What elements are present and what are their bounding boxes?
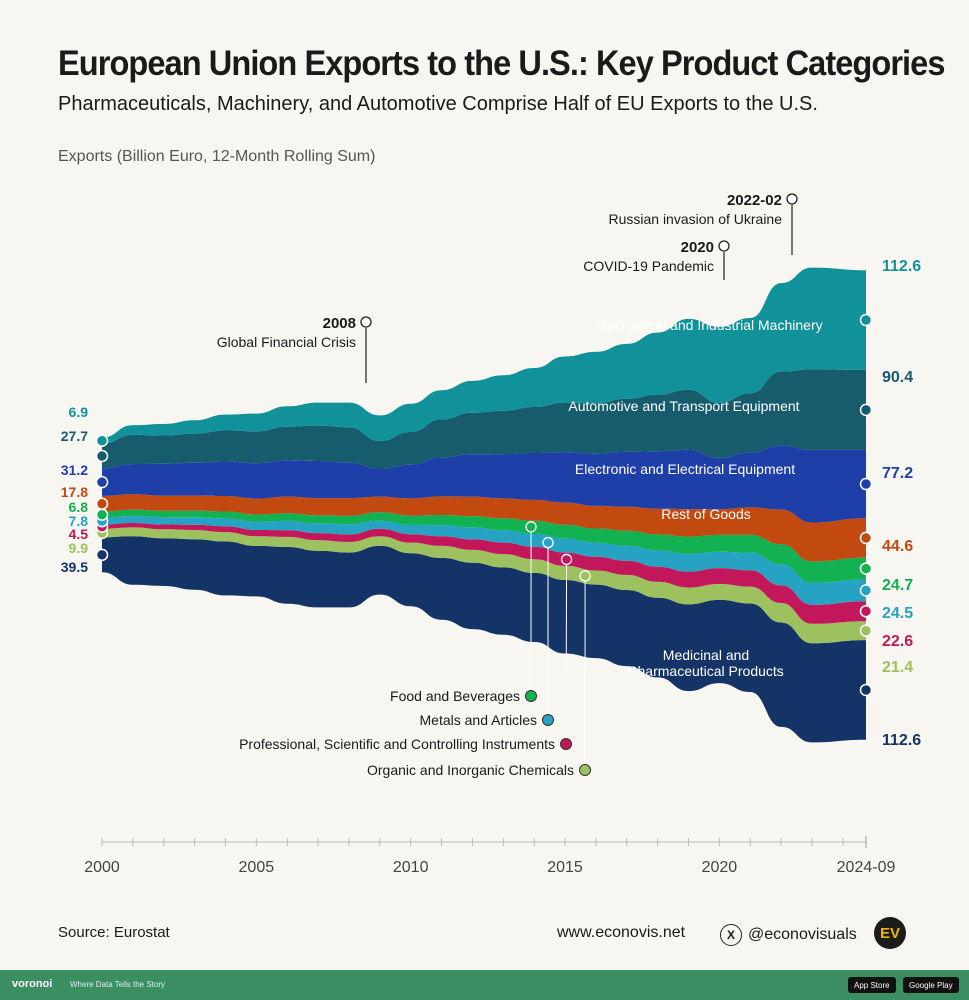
x-tick-label: 2010 xyxy=(393,859,429,876)
stream-electronic-and-electrical-equipment xyxy=(102,494,866,562)
end-value-label: 22.6 xyxy=(882,633,913,650)
end-value-label: 112.6 xyxy=(882,258,921,275)
callout-label: Food and Beverages xyxy=(390,688,520,704)
x-tick-label: 2000 xyxy=(84,859,120,876)
social-handle[interactable]: X @econovisuals xyxy=(720,924,857,946)
event-text: COVID-19 Pandemic xyxy=(583,258,714,274)
start-dot-electronic-and-electrical-equipment xyxy=(95,497,109,511)
end-value-label: 21.4 xyxy=(882,659,913,676)
event-marker xyxy=(786,193,798,205)
end-value-label: 112.6 xyxy=(882,732,921,749)
end-value-label: 24.5 xyxy=(882,605,913,622)
page-subtitle: Pharmaceuticals, Machinery, and Automoti… xyxy=(58,93,818,115)
x-tick-label: 2020 xyxy=(702,859,738,876)
stream-label: Pharmaceutical Products xyxy=(628,663,784,679)
start-value-label: 17.8 xyxy=(61,484,88,500)
x-tick-label: 2005 xyxy=(239,859,275,876)
event-year: 2022-02 xyxy=(727,192,782,209)
end-dot-professional-scientific-and-controlling-instruments xyxy=(859,604,873,618)
start-value-label: 9.9 xyxy=(69,540,89,556)
start-dot-food-and-beverages xyxy=(95,508,109,521)
event-marker xyxy=(718,240,730,252)
end-dot-automotive-and-transport-equipment xyxy=(859,477,873,491)
start-dot-automotive-and-transport-equipment xyxy=(95,475,109,489)
start-value-label: 4.5 xyxy=(69,526,89,542)
start-value-label: 6.9 xyxy=(69,404,89,420)
website-link[interactable]: www.econovis.net xyxy=(557,924,686,941)
callout-label: Metals and Articles xyxy=(420,712,538,728)
stream-label: Rest of Goods xyxy=(661,506,751,522)
voronoi-tagline: Where Data Tells the Story xyxy=(70,980,166,989)
callout-label: Organic and Inorganic Chemicals xyxy=(367,762,574,778)
start-dot-medicinal-and-pharmaceutical-products xyxy=(95,434,109,447)
event-year: 2020 xyxy=(681,239,714,256)
start-value-label: 39.5 xyxy=(61,559,88,575)
streamgraph-chart: 2000 2005 2010 2015 2020 2024-09 39.5 112.6 9.9 2… xyxy=(61,192,922,876)
stream-mechanical-and-industrial-machinery xyxy=(102,369,866,469)
stream-label: Medicinal and xyxy=(663,647,749,663)
stream-rest-of-goods xyxy=(102,536,866,743)
end-value-label: 44.6 xyxy=(882,538,913,555)
stream-metals-and-articles xyxy=(102,515,866,605)
stream-medicinal-and-pharmaceutical-products xyxy=(102,267,866,444)
start-value-label: 27.7 xyxy=(61,428,88,444)
stream-automotive-and-transport-equipment xyxy=(102,445,866,523)
source-note: Source: Eurostat xyxy=(58,924,170,941)
voronoi-footer-bar: voronoi Where Data Tells the Story App S… xyxy=(0,970,969,1000)
x-tick-label: 2015 xyxy=(547,859,583,876)
callout-dot xyxy=(542,714,554,726)
event-text: Russian invasion of Ukraine xyxy=(608,211,782,227)
callout-dot xyxy=(525,690,537,702)
end-dot-rest-of-goods xyxy=(859,683,873,697)
econovis-logo: EV xyxy=(874,917,906,949)
page-title: European Union Exports to the U.S.: Key … xyxy=(58,44,945,83)
end-dot-metals-and-articles xyxy=(859,584,873,597)
stream-label: Electronic and Electrical Equipment xyxy=(575,461,795,477)
voronoi-brand[interactable]: voronoi xyxy=(12,978,53,990)
start-dot-rest-of-goods xyxy=(95,548,109,562)
end-dot-mechanical-and-industrial-machinery xyxy=(859,403,873,417)
stream-professional-scientific-and-controlling-instruments xyxy=(102,523,866,624)
end-dot-food-and-beverages xyxy=(859,562,873,575)
x-logo-icon: X xyxy=(720,924,742,946)
end-value-label: 90.4 xyxy=(882,369,913,386)
start-value-label: 6.8 xyxy=(69,499,89,515)
callout-dot xyxy=(579,764,591,776)
event-marker xyxy=(360,316,372,328)
event-text: Global Financial Crisis xyxy=(217,334,356,350)
stream-food-and-beverages xyxy=(102,509,866,583)
y-axis-label: Exports (Billion Euro, 12-Month Rolling … xyxy=(58,148,376,165)
callout-label: Professional, Scientific and Controlling… xyxy=(239,736,555,752)
start-dot-mechanical-and-industrial-machinery xyxy=(95,449,109,463)
end-dot-electronic-and-electrical-equipment xyxy=(859,531,873,545)
start-value-label: 7.8 xyxy=(69,513,89,529)
start-value-label: 31.2 xyxy=(61,462,88,478)
x-tick-label: 2024-09 xyxy=(837,859,896,876)
end-value-label: 77.2 xyxy=(882,465,913,482)
end-value-label: 24.7 xyxy=(882,577,913,594)
stream-label: Mechanical and Industrial Machinery xyxy=(595,317,822,333)
callout-line xyxy=(565,564,568,740)
callout-dot xyxy=(560,738,572,750)
handle-text: @econovisuals xyxy=(748,926,857,943)
end-dot-organic-and-inorganic-chemicals xyxy=(859,624,873,637)
end-dot-medicinal-and-pharmaceutical-products xyxy=(859,313,873,327)
google-play-badge[interactable]: Google Play xyxy=(903,977,959,993)
stream-organic-and-inorganic-chemicals xyxy=(102,527,866,644)
app-store-badge[interactable]: App Store xyxy=(848,977,896,993)
stream-label: Automotive and Transport Equipment xyxy=(568,398,799,414)
event-year: 2008 xyxy=(323,315,356,332)
